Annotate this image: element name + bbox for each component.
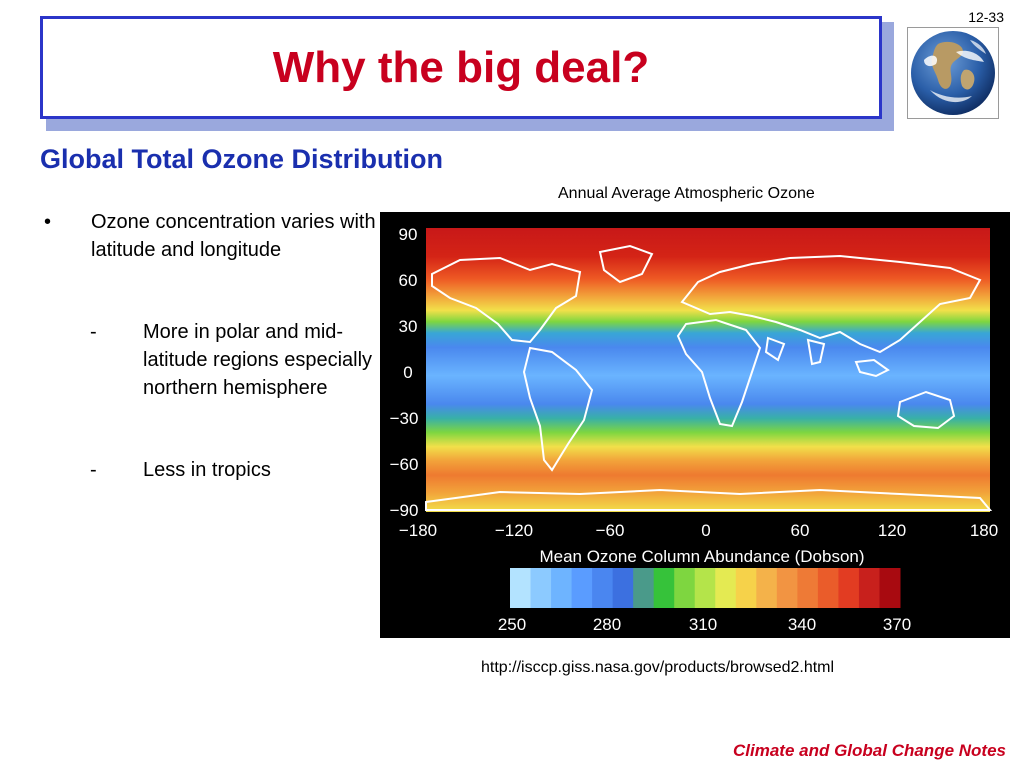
colorbar-swatch <box>592 568 614 608</box>
colorbar-title: Mean Ozone Column Abundance (Dobson) <box>539 547 864 566</box>
colorbar-swatch <box>530 568 552 608</box>
longitude-label: −60 <box>596 521 625 540</box>
ozone-map-graphic: 90 60 30 0 −30 −60 −90 −180 −120 −60 0 6… <box>390 225 999 634</box>
colorbar-swatch <box>694 568 716 608</box>
source-url[interactable]: http://isccp.giss.nasa.gov/products/brow… <box>481 659 835 676</box>
footer-text: Climate and Global Change Notes <box>733 741 1006 760</box>
slide-title: Why the big deal? <box>272 42 650 92</box>
colorbar-label: 340 <box>788 615 816 634</box>
longitude-label: 0 <box>701 521 710 540</box>
section-heading: Global Total Ozone Distribution <box>40 144 443 174</box>
longitude-label: 120 <box>878 521 906 540</box>
bullet-text: Ozone concentration varies with latitude… <box>91 211 376 261</box>
colorbar-label: 250 <box>498 615 526 634</box>
longitude-label: −180 <box>399 521 437 540</box>
longitude-label: 60 <box>791 521 810 540</box>
latitude-label: −60 <box>390 455 419 474</box>
continent-outlines <box>425 244 993 511</box>
colorbar-label: 280 <box>593 615 621 634</box>
colorbar-swatch <box>653 568 675 608</box>
colorbar-swatch <box>735 568 757 608</box>
title-box: Why the big deal? <box>40 16 882 119</box>
sub-bullet-text: Less in tropics <box>143 459 271 481</box>
sub-bullet-text: More in polar and mid-latitude regions e… <box>143 321 373 399</box>
earth-globe-graphic <box>911 31 995 115</box>
colorbar-swatch <box>715 568 737 608</box>
colorbar-swatch <box>633 568 655 608</box>
colorbar-swatch <box>551 568 573 608</box>
colorbar-swatch <box>797 568 819 608</box>
colorbar-swatch <box>817 568 839 608</box>
latitude-label: 30 <box>399 317 418 336</box>
latitude-label: −90 <box>390 501 419 520</box>
colorbar-swatch <box>571 568 593 608</box>
earth-icon <box>907 27 999 119</box>
ozone-map-figure: 90 60 30 0 −30 −60 −90 −180 −120 −60 0 6… <box>380 212 1010 638</box>
ozone-field <box>426 228 990 512</box>
map-axis-labels: 90 60 30 0 −30 −60 −90 −180 −120 −60 0 6… <box>390 225 999 634</box>
colorbar-label: 310 <box>689 615 717 634</box>
colorbar-label: 370 <box>883 615 911 634</box>
dash-mark: - <box>90 321 97 343</box>
colorbar-swatch <box>510 568 532 608</box>
latitude-label: 90 <box>399 225 418 244</box>
longitude-label: −120 <box>495 521 533 540</box>
colorbar-swatch <box>838 568 860 608</box>
colorbar-swatch <box>612 568 634 608</box>
latitude-label: 0 <box>403 363 412 382</box>
map-caption: Annual Average Atmospheric Ozone <box>558 185 815 202</box>
colorbar <box>510 568 901 608</box>
colorbar-swatch <box>674 568 696 608</box>
bullet-mark: • <box>44 211 52 233</box>
colorbar-swatch <box>776 568 798 608</box>
colorbar-swatch <box>858 568 880 608</box>
latitude-label: −30 <box>390 409 419 428</box>
colorbar-swatch <box>756 568 778 608</box>
dash-mark: - <box>90 459 97 481</box>
longitude-label: 180 <box>970 521 998 540</box>
latitude-label: 60 <box>399 271 418 290</box>
slide-number: 12-33 <box>968 9 1004 25</box>
colorbar-swatch <box>879 568 901 608</box>
